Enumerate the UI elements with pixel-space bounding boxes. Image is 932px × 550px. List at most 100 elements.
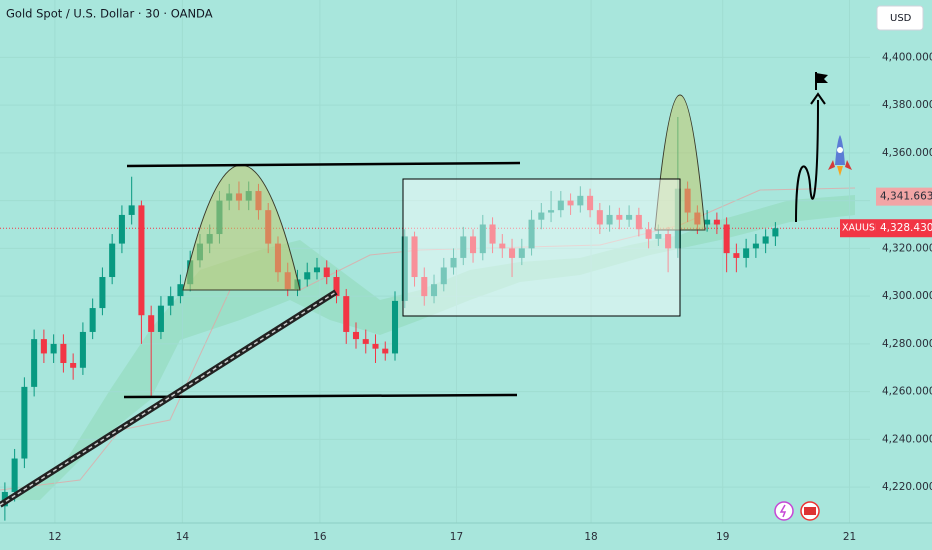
- candle-body: [460, 236, 467, 258]
- candle-body: [557, 200, 564, 211]
- candle-body: [148, 315, 155, 332]
- candle-body: [109, 243, 116, 278]
- candle-body: [31, 339, 38, 387]
- candle-body: [401, 236, 408, 301]
- range-box: [402, 178, 681, 317]
- y-tick-label: 4,220.000: [882, 481, 932, 493]
- candle-body: [635, 214, 642, 230]
- x-tick-label: 18: [584, 531, 597, 543]
- candle-body: [50, 343, 57, 354]
- candle-body: [606, 214, 613, 225]
- candle-body: [362, 339, 369, 344]
- hump-right: [654, 94, 706, 231]
- candle-body: [616, 214, 623, 220]
- symbol-tag: [840, 219, 876, 238]
- candle-body: [440, 267, 447, 285]
- candle-body: [333, 277, 340, 297]
- y-tick-label: 4,360.000: [882, 147, 932, 159]
- x-tick-label: 19: [716, 531, 729, 543]
- candle-body: [470, 236, 477, 254]
- candle-body: [577, 195, 584, 206]
- event-icon[interactable]: [774, 501, 794, 521]
- y-tick-label: 4,380.000: [882, 99, 932, 111]
- axes: 4,220.000 4,240.000 4,260.000 4,280.000 4,30…: [48, 51, 932, 543]
- y-tick-label: 4,260.000: [882, 386, 932, 398]
- level-tag: [876, 187, 932, 206]
- y-tick-label: 4,240.000: [882, 433, 932, 445]
- candle-body: [411, 236, 418, 278]
- candle-body: [538, 212, 545, 220]
- candle-body: [167, 296, 174, 306]
- candle-body: [587, 195, 594, 211]
- level-label: 4,341.663: [880, 191, 932, 203]
- x-tick-label: 12: [48, 531, 61, 543]
- candle-body: [352, 331, 360, 340]
- candle-body: [372, 343, 379, 349]
- candle-body: [313, 267, 321, 273]
- candle-body: [128, 205, 135, 215]
- candle-body: [489, 224, 496, 244]
- x-tick-label: 21: [843, 531, 856, 543]
- candle-body: [60, 343, 67, 363]
- x-tick-label: 14: [176, 531, 190, 543]
- support-line: [123, 393, 518, 399]
- candle-body: [479, 224, 486, 254]
- currency-button[interactable]: [876, 5, 924, 31]
- candle-body: [391, 300, 399, 354]
- candle-body: [157, 305, 164, 332]
- candle-body: [752, 243, 759, 249]
- forecast-arrow: [795, 99, 819, 223]
- candle-body: [138, 205, 145, 316]
- chart-title: Gold Spot / U.S. Dollar · 30 · OANDA: [6, 7, 213, 21]
- resistance-line: [126, 161, 521, 168]
- candle-body: [323, 267, 330, 278]
- candle-body: [177, 284, 184, 297]
- candle-body: [450, 257, 457, 268]
- y-tick-label: 4,300.000: [882, 290, 932, 302]
- candle-body: [743, 248, 750, 258]
- candle-body: [772, 228, 779, 237]
- candle-body: [40, 339, 47, 354]
- candle-body: [596, 210, 603, 225]
- event-bolt: [779, 504, 787, 518]
- x-tick-label: 17: [450, 531, 463, 543]
- candle-body: [21, 386, 28, 459]
- candle-body: [431, 284, 438, 297]
- candle-body: [382, 348, 389, 354]
- candle-body: [733, 253, 740, 258]
- candle-body: [518, 248, 525, 258]
- trend-line-inner: [0, 291, 337, 506]
- candle-body: [548, 210, 555, 213]
- candle-body: [655, 234, 662, 239]
- candle-body: [421, 277, 428, 297]
- candle-body: [713, 219, 720, 225]
- rocket: [828, 135, 852, 176]
- candle-body: [509, 248, 516, 258]
- candle-body: [665, 234, 672, 249]
- x-tick-label: 16: [313, 531, 327, 543]
- candle-body: [704, 219, 711, 225]
- candle-body: [11, 458, 18, 492]
- flag-icon-inner: [804, 507, 816, 515]
- candle-body: [70, 362, 77, 368]
- candle-body: [343, 296, 350, 332]
- candle-body: [89, 308, 96, 332]
- candle-body: [118, 214, 125, 244]
- candle-body: [567, 200, 574, 206]
- candle-body: [99, 277, 106, 309]
- symbol-label: XAUUSD: [842, 223, 882, 234]
- candle-body: [723, 224, 730, 254]
- arrow-head: [810, 92, 826, 105]
- y-tick-label: 4,400.000: [882, 51, 932, 63]
- candle-body: [645, 229, 652, 239]
- price-axis: [870, 0, 932, 523]
- candle-body: [528, 219, 535, 249]
- currency: USD: [890, 13, 912, 24]
- last-price-label: 4,328.430: [880, 222, 932, 234]
- y-tick-label: 4,280.000: [882, 338, 932, 350]
- flag: [816, 73, 828, 83]
- candle-body: [626, 214, 633, 220]
- candle-body: [762, 236, 769, 244]
